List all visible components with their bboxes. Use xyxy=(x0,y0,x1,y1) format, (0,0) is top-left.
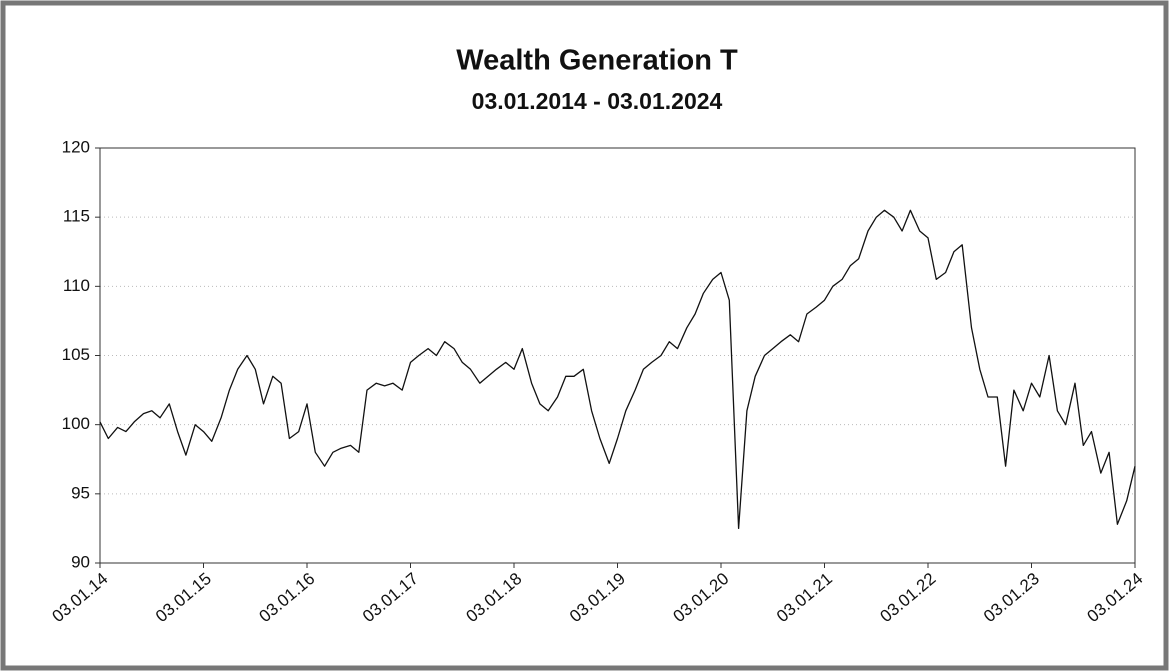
line-series xyxy=(99,209,1136,530)
chart-title: Wealth Generation T xyxy=(456,45,738,77)
y-tick-label: 120 xyxy=(62,137,90,156)
y-tick-label: 110 xyxy=(63,276,90,295)
plot-area xyxy=(99,147,1136,564)
y-tick-label: 115 xyxy=(63,207,90,226)
y-tick-label: 105 xyxy=(62,345,90,364)
y-tick-label: 90 xyxy=(71,552,90,571)
y-tick-label: 100 xyxy=(62,414,90,433)
chart-subtitle: 03.01.2014 - 03.01.2024 xyxy=(472,88,723,114)
y-tick-label: 95 xyxy=(71,483,90,502)
